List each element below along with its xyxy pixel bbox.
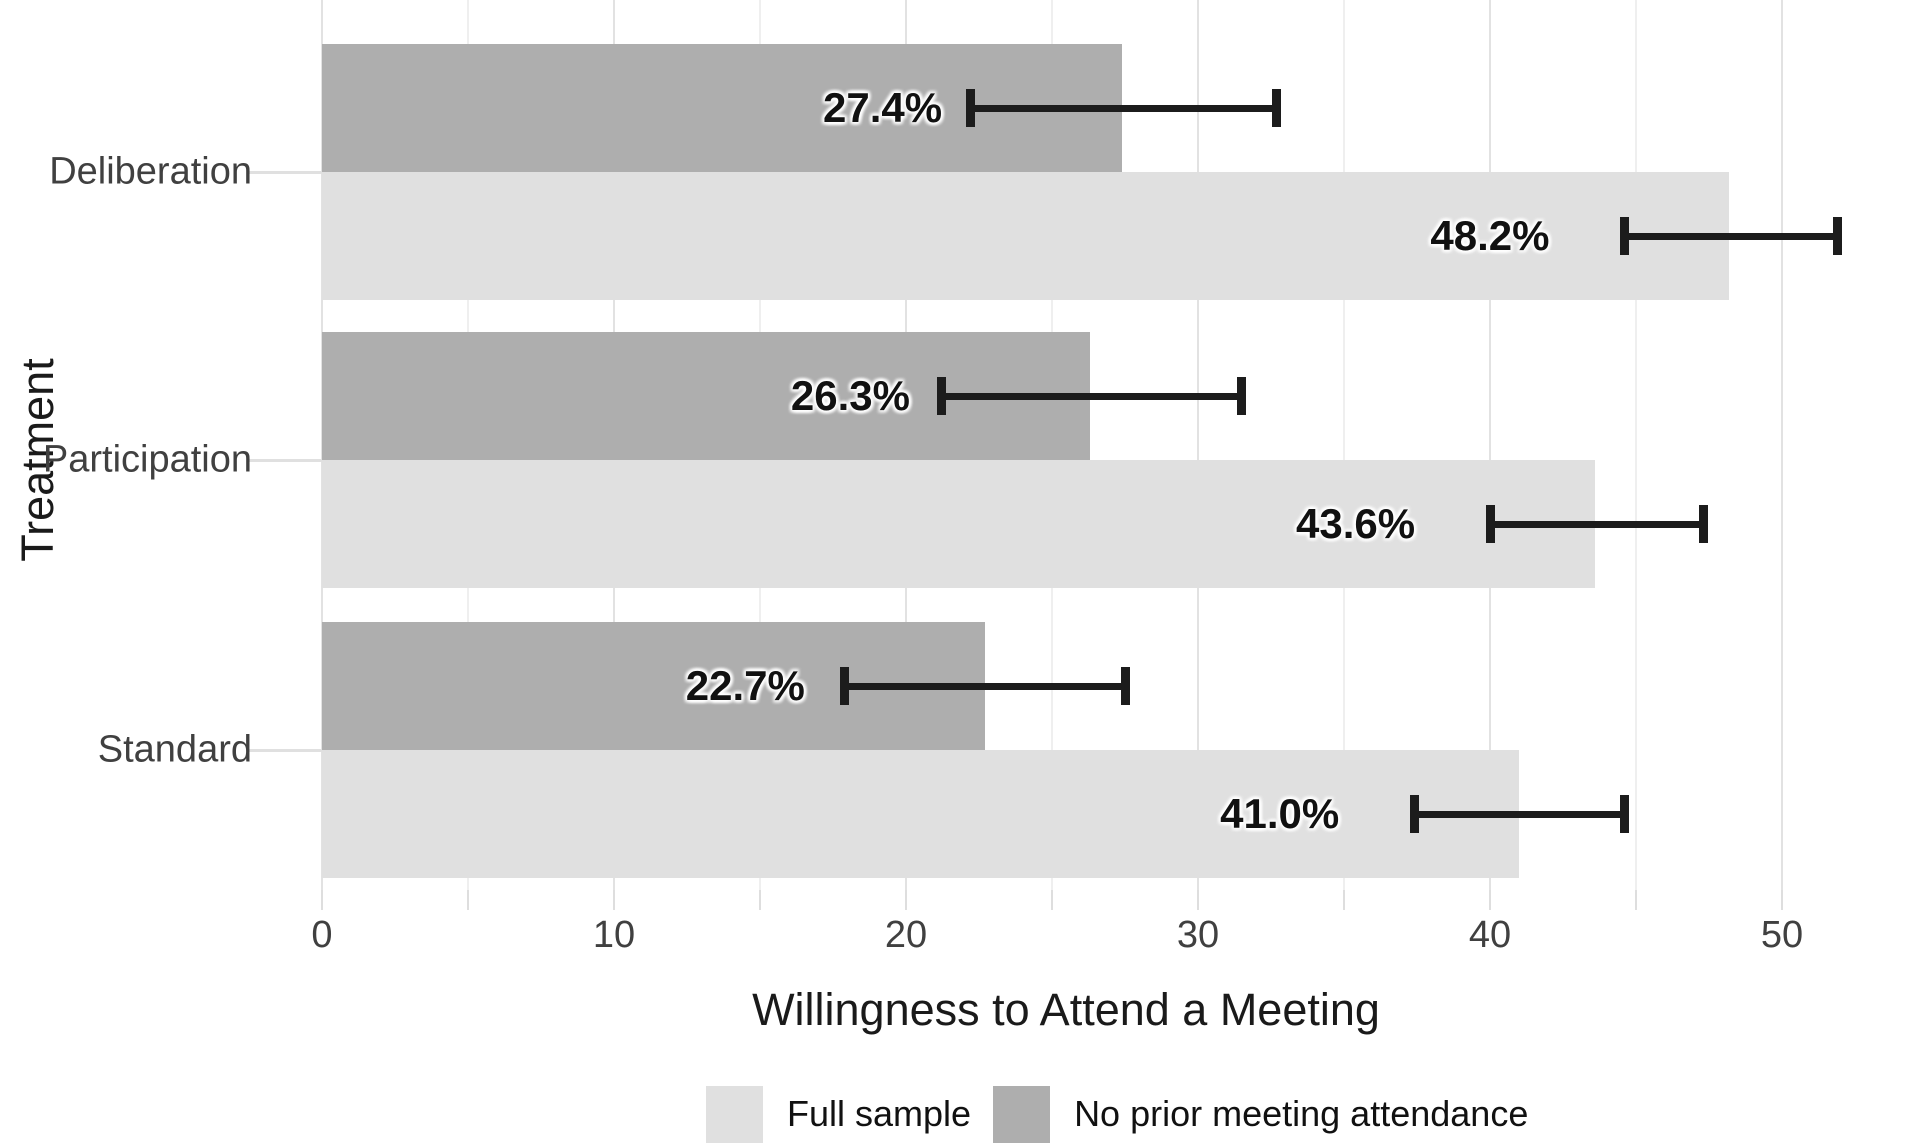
legend: Full sample No prior meeting attendance [706, 1085, 1528, 1143]
error-bar-line [1624, 232, 1838, 240]
error-bar-line [941, 392, 1242, 400]
error-bar-cap-left [840, 667, 850, 705]
error-bar-cap-right [1698, 505, 1708, 543]
error-bar-cap-left [965, 89, 975, 127]
bar-value-label: 41.0% [1220, 790, 1340, 837]
y-axis-tick [248, 171, 322, 174]
legend-item: No prior meeting attendance [993, 1085, 1529, 1143]
category-label: Standard [97, 728, 252, 771]
x-tick-label: 10 [592, 914, 636, 956]
x-tick-label: 0 [311, 914, 333, 956]
bar-value-label: 22.7% [685, 662, 805, 709]
bar-value-label: 48.2% [1430, 212, 1550, 259]
x-axis-tick [905, 890, 907, 910]
bar-value-label: 27.4% [823, 84, 943, 131]
x-axis-tick [613, 890, 615, 910]
error-bar-cap-left [1409, 795, 1419, 833]
bar [322, 460, 1596, 588]
error-bar-cap-left [936, 377, 946, 415]
error-bar-cap-right [1120, 667, 1130, 705]
x-axis-tick [321, 890, 323, 910]
error-bar-line [844, 682, 1125, 690]
error-bar-cap-right [1619, 795, 1629, 833]
x-axis-tick [1197, 890, 1199, 910]
x-axis-tick [1343, 890, 1345, 910]
error-bar-line [1414, 810, 1625, 818]
y-axis-tick [248, 459, 322, 462]
category-label: Deliberation [49, 150, 252, 193]
bar [322, 172, 1730, 300]
x-axis-title: Willingness to Attend a Meeting [752, 984, 1380, 1035]
gridline-minor [1343, 0, 1345, 890]
x-axis-tick [1781, 890, 1783, 910]
plot-panel: 27.4% 26.3% 22.7% 48.2% 43.6% 41.0% [248, 0, 1842, 890]
gridline-major [1489, 0, 1491, 890]
bar-value-label: 26.3% [790, 372, 910, 419]
gridline-minor [1635, 0, 1637, 890]
x-axis-tick [467, 890, 469, 910]
x-axis-tick [759, 890, 761, 910]
gridline-major [1781, 0, 1783, 890]
error-bar-line [1490, 520, 1704, 528]
bar [322, 750, 1520, 878]
legend-swatch [706, 1085, 763, 1143]
x-tick-label: 30 [1176, 914, 1220, 956]
error-bar-cap-right [1272, 89, 1282, 127]
error-bar-cap-right [1237, 377, 1247, 415]
legend-swatch [993, 1085, 1051, 1143]
x-tick-label: 50 [1760, 914, 1804, 956]
gridline-major [1197, 0, 1199, 890]
error-bar-cap-right [1832, 217, 1842, 255]
x-axis-tick [1051, 890, 1053, 910]
bar-value-label: 43.6% [1296, 500, 1416, 547]
x-axis-tick [1635, 890, 1637, 910]
x-tick-label: 40 [1468, 914, 1512, 956]
legend-item: Full sample [706, 1085, 972, 1143]
error-bar-cap-left [1619, 217, 1629, 255]
x-axis-tick [1489, 890, 1491, 910]
error-bar-cap-left [1485, 505, 1495, 543]
category-label: Participation [42, 438, 252, 481]
error-bar-line [970, 104, 1277, 112]
y-axis-tick [248, 749, 322, 752]
legend-label: Full sample [787, 1093, 972, 1134]
x-tick-label: 20 [884, 914, 928, 956]
legend-label: No prior meeting attendance [1074, 1093, 1529, 1134]
